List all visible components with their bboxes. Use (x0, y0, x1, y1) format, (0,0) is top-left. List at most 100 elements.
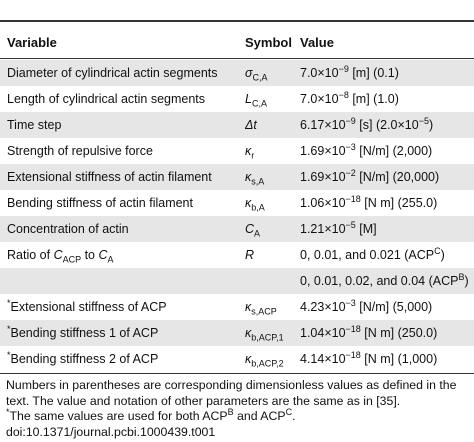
text-segment: b,A (251, 202, 265, 213)
variable-cell (7, 268, 243, 294)
symbol-cell: κr (245, 138, 299, 164)
text-segment: * (7, 297, 11, 308)
footnote: Numbers in parentheses are corresponding… (6, 378, 470, 409)
text-segment: −3 (345, 141, 356, 152)
text-segment: Bending stiffness of actin filament (7, 196, 193, 210)
text-segment: Diameter of cylindrical actin segments (7, 66, 218, 80)
text-segment: −3 (345, 297, 356, 308)
text-segment: [s] (2.0×10 (355, 118, 419, 132)
text-segment: C (245, 222, 255, 236)
text-segment: * (7, 323, 11, 334)
table-row: *Bending stiffness 2 of ACP κb,ACP,2 4.14×… (0, 346, 474, 372)
text-segment: 4.14×10 (300, 352, 346, 366)
text-segment: Δt (245, 118, 257, 132)
symbol-cell: LC,A (245, 86, 299, 112)
text-segment: 0, 0.01, and 0.021 (ACP (300, 248, 435, 262)
variable-cell: *Bending stiffness 1 of ACP (7, 320, 243, 346)
text-segment: [N m] (255.0) (360, 196, 438, 210)
header-variable: Variable (7, 35, 57, 50)
text-segment: C (434, 245, 441, 256)
value-cell: 1.69×10−2 [N/m] (20,000) (300, 164, 474, 190)
text-segment: ) (464, 274, 469, 288)
text-segment: doi:10.1371/journal.pcbi.1000439.t001 (6, 424, 216, 439)
text-segment: −9 (345, 115, 356, 126)
top-rule (0, 20, 474, 22)
text-segment: and ACP (233, 409, 286, 423)
symbol-cell: κb,ACP,2 (245, 346, 299, 372)
text-segment: s,ACP (251, 306, 277, 317)
symbol-cell (245, 268, 299, 294)
text-segment: κ (245, 352, 252, 366)
text-segment: L (245, 92, 252, 106)
variable-cell: Ratio of CACP to CA (7, 242, 243, 268)
text-segment: κ (245, 326, 252, 340)
value-cell: 1.04×10−18 [N m] (250.0) (300, 320, 474, 346)
text-segment: 7.0×10 (300, 92, 339, 106)
value-cell: 1.21×10−5 [M] (300, 216, 474, 242)
footnote: doi:10.1371/journal.pcbi.1000439.t001 (6, 425, 470, 441)
table-row: Diameter of cylindrical actin segments σC… (0, 60, 474, 86)
value-cell: 6.17×10−9 [s] (2.0×10−5) (300, 112, 474, 138)
text-segment: 1.21×10 (300, 222, 346, 236)
text-segment: 1.04×10 (300, 326, 346, 340)
variable-cell: Concentration of actin (7, 216, 243, 242)
text-segment: C,A (251, 98, 267, 109)
text-segment: −5 (345, 219, 356, 230)
text-segment: 7.0×10 (300, 66, 339, 80)
text-segment: κ (245, 170, 252, 184)
symbol-cell: κs,A (245, 164, 299, 190)
header-rule (0, 58, 474, 59)
text-segment: R (245, 248, 255, 262)
variable-cell: Extensional stiffness of actin filament (7, 164, 243, 190)
text-segment: −9 (338, 63, 349, 74)
value-cell: 0, 0.01, 0.02, and 0.04 (ACPB) (300, 268, 474, 294)
bottom-rule (0, 373, 474, 374)
table-row: Strength of repulsive force κr 1.69×10−3 [… (0, 138, 474, 164)
text-segment: B (458, 271, 465, 282)
text-segment: [N/m] (20,000) (355, 170, 440, 184)
text-segment: b,ACP,1 (251, 332, 284, 343)
variable-cell: Bending stiffness of actin filament (7, 190, 243, 216)
text-segment: ACP (62, 254, 82, 265)
text-segment: [M] (355, 222, 377, 236)
text-segment: Time step (7, 118, 62, 132)
text-segment: κ (245, 196, 252, 210)
variable-cell: *Bending stiffness 2 of ACP (7, 346, 243, 372)
text-segment: B (227, 406, 234, 417)
text-segment: The same values are used for both ACP (9, 409, 228, 423)
table-row: Time step Δt 6.17×10−9 [s] (2.0×10−5) (0, 112, 474, 138)
table-row: Concentration of actin CA 1.21×10−5 [M] (0, 216, 474, 242)
text-segment: ) (428, 118, 434, 132)
text-segment: κ (245, 144, 252, 158)
variable-cell: Time step (7, 112, 243, 138)
text-segment: Concentration of actin (7, 222, 129, 236)
symbol-cell: R (245, 242, 299, 268)
text-segment: Strength of repulsive force (7, 144, 153, 158)
table-row: *Extensional stiffness of ACP κs,ACP 4.23×… (0, 294, 474, 320)
text-segment: * (6, 406, 10, 417)
table-row: 0, 0.01, 0.02, and 0.04 (ACPB) (0, 268, 474, 294)
text-segment: Bending stiffness 2 of ACP (10, 352, 159, 366)
text-segment: C (98, 248, 108, 262)
text-segment: Numbers in parentheses are corresponding… (6, 378, 457, 408)
text-segment: b,ACP,2 (251, 358, 284, 369)
text-segment: Length of cylindrical actin segments (7, 92, 206, 106)
table-row: *Bending stiffness 1 of ACP κb,ACP,1 1.04×… (0, 320, 474, 346)
variable-cell: Strength of repulsive force (7, 138, 243, 164)
text-segment: σ (245, 66, 253, 80)
text-segment: C,A (252, 72, 268, 83)
text-segment: 1.69×10 (300, 144, 346, 158)
value-cell: 1.69×10−3 [N/m] (2,000) (300, 138, 474, 164)
text-segment: Extensional stiffness of actin filament (7, 170, 212, 184)
text-segment: [m] (1.0) (348, 92, 399, 106)
text-segment: r (251, 150, 255, 161)
text-segment: [N/m] (5,000) (355, 300, 433, 314)
text-segment: Ratio of (7, 248, 54, 262)
symbol-cell: κs,ACP (245, 294, 299, 320)
text-segment: C (53, 248, 63, 262)
text-segment: [N/m] (2,000) (355, 144, 433, 158)
value-cell: 0, 0.01, and 0.021 (ACPC) (300, 242, 474, 268)
text-segment: 6.17×10 (300, 118, 346, 132)
variable-cell: Length of cylindrical actin segments (7, 86, 243, 112)
